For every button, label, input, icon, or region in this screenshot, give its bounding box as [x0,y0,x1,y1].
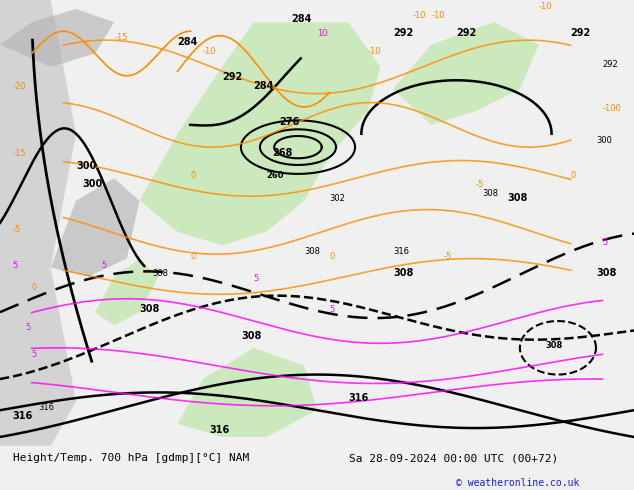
Text: 308: 308 [241,331,261,341]
Text: 292: 292 [222,72,242,82]
Text: -15: -15 [114,33,127,42]
Text: 302: 302 [330,194,346,203]
Text: 300: 300 [76,161,96,172]
Text: 0: 0 [571,172,576,180]
Text: 5: 5 [25,323,30,332]
Text: 308: 308 [545,341,562,350]
Text: 5: 5 [101,261,107,270]
Text: 292: 292 [393,27,413,38]
Text: 5: 5 [330,305,335,314]
Text: 292: 292 [571,27,591,38]
Text: 0: 0 [330,252,335,261]
Text: -10: -10 [412,11,425,20]
Text: 308: 308 [139,304,160,314]
Text: -5: -5 [13,225,21,234]
Text: -10: -10 [368,47,381,55]
Text: 308: 308 [507,193,527,203]
Text: 292: 292 [456,27,477,38]
Text: 292: 292 [602,60,618,69]
Text: -5: -5 [476,180,484,189]
Text: 308: 308 [596,269,616,278]
Text: 300: 300 [596,136,612,145]
Text: 284: 284 [292,14,312,24]
Text: 308: 308 [393,269,413,278]
Text: 284: 284 [254,81,274,91]
Text: 316: 316 [393,247,409,256]
Text: 316: 316 [38,403,54,412]
Text: 316: 316 [209,424,230,435]
Text: 5: 5 [32,350,37,359]
Text: 284: 284 [178,37,198,47]
Text: 316: 316 [349,393,369,403]
Text: -20: -20 [13,82,26,91]
Text: -10: -10 [539,2,552,11]
Text: © weatheronline.co.uk: © weatheronline.co.uk [456,478,580,488]
Text: 5: 5 [254,274,259,283]
Text: 276: 276 [279,117,299,127]
Text: 0: 0 [190,252,195,261]
Text: 308: 308 [482,189,498,198]
Text: Height/Temp. 700 hPa [gdmp][°C] NAM: Height/Temp. 700 hPa [gdmp][°C] NAM [13,453,249,464]
Text: 10: 10 [317,29,328,38]
Text: Sa 28-09-2024 00:00 UTC (00+72): Sa 28-09-2024 00:00 UTC (00+72) [349,453,558,464]
Text: 300: 300 [82,179,103,189]
Text: -10: -10 [431,11,444,20]
Text: -10: -10 [203,47,216,55]
Text: 5: 5 [602,238,607,247]
Text: 260: 260 [266,172,284,180]
Text: -15: -15 [13,149,26,158]
Text: 268: 268 [273,148,293,158]
Text: 5: 5 [13,261,18,270]
Text: 0: 0 [32,283,37,292]
Text: 308: 308 [152,270,168,278]
Text: -5: -5 [444,252,452,261]
Text: 316: 316 [13,411,33,421]
Text: 0: 0 [190,172,195,180]
Text: 308: 308 [304,247,320,256]
Text: -100: -100 [602,104,621,114]
